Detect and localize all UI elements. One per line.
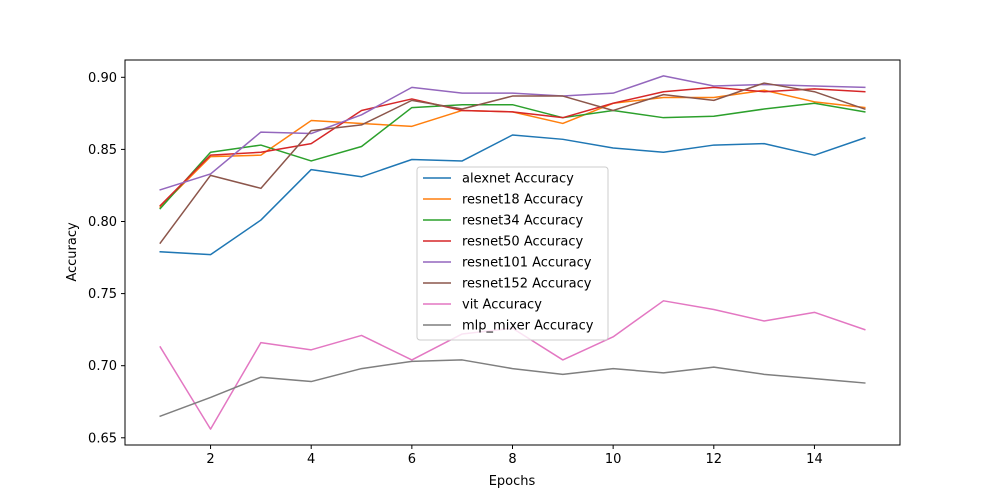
legend-label-7: mlp_mixer Accuracy <box>462 319 594 334</box>
series-line-2 <box>159 102 866 210</box>
legend: alexnet Accuracy resnet18 Accuracy resnet3… <box>416 166 609 341</box>
series-line-3 <box>159 86 866 207</box>
x-tick-label: 10 <box>605 452 622 467</box>
y-tick-label: 0.70 <box>88 359 117 374</box>
legend-label-6: vit Accuracy <box>462 298 542 313</box>
plot-lines <box>159 75 866 430</box>
legend-label-0: alexnet Accuracy <box>462 172 574 187</box>
y-tick-label: 0.85 <box>88 143 117 158</box>
legend-label-3: resnet50 Accuracy <box>462 235 583 250</box>
x-axis: 2 4 6 8 10 12 14 <box>206 445 823 467</box>
legend-label-5: resnet152 Accuracy <box>462 277 592 292</box>
legend-label-1: resnet18 Accuracy <box>462 193 583 208</box>
y-tick-label: 0.75 <box>88 287 117 302</box>
x-tick-label: 8 <box>508 452 516 467</box>
series-line-4 <box>159 75 866 191</box>
y-axis-label: Accuracy <box>65 222 80 282</box>
series-line-5 <box>159 82 866 245</box>
y-tick-label: 0.80 <box>88 215 117 230</box>
x-tick-label: 6 <box>408 452 416 467</box>
x-tick-label: 4 <box>307 452 315 467</box>
legend-label-4: resnet101 Accuracy <box>462 256 592 271</box>
y-axis: 0.65 0.70 0.75 0.80 0.85 0.90 <box>88 71 125 446</box>
legend-box <box>416 166 609 341</box>
x-axis-label: Epochs <box>489 474 536 489</box>
y-tick-label: 0.90 <box>88 71 117 86</box>
x-tick-label: 14 <box>806 452 823 467</box>
legend-label-2: resnet34 Accuracy <box>462 214 583 229</box>
x-tick-label: 2 <box>206 452 214 467</box>
series-line-0 <box>159 134 866 256</box>
x-tick-label: 12 <box>706 452 723 467</box>
y-tick-label: 0.65 <box>88 431 117 446</box>
series-line-7 <box>159 359 866 418</box>
